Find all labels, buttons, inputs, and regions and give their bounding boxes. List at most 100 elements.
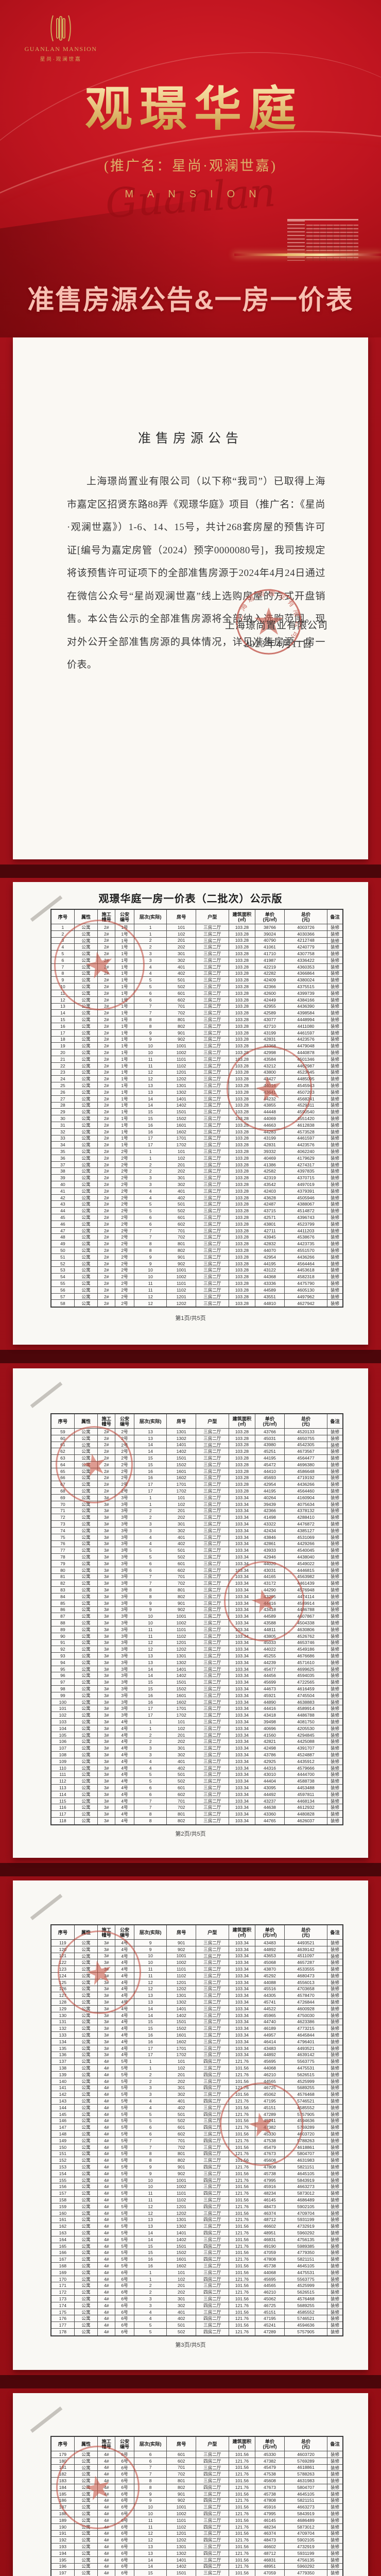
price-cell: 四房二厅 (196, 2190, 229, 2197)
price-cell: 2# (98, 1023, 116, 1030)
price-cell: 46725 (255, 2302, 285, 2309)
price-cell: 4号 (115, 1999, 134, 2006)
price-cell: 802 (167, 2484, 197, 2491)
price-cell: 1601 (167, 1122, 197, 1129)
price-cell: 5 (134, 2117, 167, 2125)
price-cell: 装修 (327, 1508, 342, 1515)
price-cell: 10 (134, 1043, 167, 1050)
price-cell: 5689255 (284, 2302, 328, 2309)
price-cell: 装修 (327, 2065, 342, 2072)
price-cell: 16 (134, 1122, 167, 1129)
price-cell: 48234 (255, 2190, 285, 2197)
price-cell: 4# (98, 2550, 116, 2557)
price-cell: 6号 (115, 2497, 134, 2504)
price-cell: 44957 (255, 2032, 285, 2039)
price-table: 序号 属性 施工 幢号 公安 编号 层次(实际) 房号 户型 建筑面积 (㎡) 单价 (元/㎡)… (50, 909, 343, 1308)
column-header: 层次(实际) (134, 910, 167, 924)
price-cell: 装修 (327, 1798, 342, 1805)
price-cell: 2号 (115, 1194, 134, 1201)
price-cell: 公寓 (74, 957, 98, 964)
price-cell: 66 (51, 1475, 75, 1482)
price-cell: 公寓 (74, 1633, 98, 1640)
price-cell: 15 (134, 2249, 167, 2257)
price-cell: 装修 (327, 1122, 342, 1129)
price-cell: 4# (98, 2137, 116, 2144)
price-cell: 三房二厅 (196, 2197, 229, 2204)
price-cell: 4 (134, 1188, 167, 1195)
price-cell: 3 (134, 2296, 167, 2302)
price-cell: 7 (134, 1798, 167, 1805)
price-cell: 175 (51, 2309, 75, 2316)
price-cell: 192 (51, 2537, 75, 2544)
gold-light-streak (234, 253, 381, 256)
price-cell: 四房二厅 (196, 2071, 229, 2078)
price-cell: 三房二厅 (196, 1442, 229, 1449)
price-cell: 103.34 (229, 1606, 256, 1614)
price-cell: 16 (134, 2263, 167, 2269)
price-cell: 4444700 (284, 1771, 328, 1778)
price-cell: 5号 (115, 2124, 134, 2131)
price-cell: 5931199 (284, 2550, 328, 2557)
price-cell: 4# (98, 2315, 116, 2323)
price-cell: 四房二厅 (196, 2276, 229, 2283)
announcement-page: 准售房源公告 上海璟尚置业有限公司（以下称“我司”）已取得上海市嘉定区招贤东路8… (13, 337, 368, 859)
price-cell: 三房二厅 (196, 1069, 229, 1076)
price-cell: 121.76 (229, 2137, 256, 2144)
price-cell: 3# (98, 1600, 116, 1607)
price-row: 57 公寓 2# 2号 12 1201 三房二厅 103.28 43551 4497962 装修 (51, 1293, 342, 1300)
price-cell: 公寓 (74, 1613, 98, 1620)
price-cell: 17 (134, 1705, 167, 1713)
price-row: 111 公寓 3# 4号 5 501 三房二厅 103.34 43010 4444700 装修 (51, 1771, 342, 1778)
price-cell: 装修 (327, 1999, 342, 2006)
price-cell: 96 (51, 1672, 75, 1680)
price-cell: 177 (51, 2322, 75, 2329)
price-cell: 1002 (167, 2511, 197, 2517)
price-cell: 103.34 (229, 1798, 256, 1805)
price-cell: 公寓 (74, 1765, 98, 1772)
price-cell: 46189 (255, 2025, 285, 2032)
price-cell: 6号 (115, 2484, 134, 2491)
price-cell: 三房二厅 (196, 957, 229, 964)
price-cell: 17 (134, 1712, 167, 1719)
price-row: 92 公寓 3# 3号 12 1202 三房二厅 103.34 44022 4549186 装修 (51, 1646, 342, 1653)
price-cell: 47289 (255, 2329, 285, 2335)
price-cell: 1602 (167, 1128, 197, 1136)
price-cell: 1301 (167, 1429, 197, 1435)
price-cell: 108 (51, 1752, 75, 1758)
price-cell: 502 (167, 984, 197, 990)
price-cell: 17 (134, 2052, 167, 2059)
price-cell: 902 (167, 1606, 197, 1614)
price-cell: 4703658 (284, 1986, 328, 1993)
price-row: 121 公寓 3# 4号 10 1001 三房二厅 103.34 43653 4511097 装修 (51, 1953, 342, 1960)
price-cell: 14 (134, 1102, 167, 1109)
price-cell: 44020 (255, 1560, 285, 1567)
price-cell: 3号 (115, 1600, 134, 1607)
price-cell: 103.34 (229, 1540, 256, 1548)
price-cell: 121.76 (229, 2315, 256, 2323)
price-cell: 103.34 (229, 1986, 256, 1993)
price-cell: 5960292 (284, 2563, 328, 2570)
price-cell: 302 (167, 2091, 197, 2098)
price-row: 184 公寓 4# 6号 8 802 四房二厅 121.76 47673 5804707 装修 (51, 2484, 342, 2491)
price-cell: 101.56 (229, 2249, 256, 2257)
price-cell: 46831 (255, 2236, 285, 2243)
price-table-page-2: 序号 属性 施工 幢号 公安 编号 层次(实际) 房号 户型 建筑面积 (㎡) 单价 (元/㎡)… (13, 1368, 368, 1858)
price-cell: 16 (134, 2038, 167, 2045)
price-cell: 3 (134, 951, 167, 957)
price-row: 140 公寓 4# 5号 2 202 三房二厅 101.56 44565 4525999 装修 (51, 2078, 342, 2085)
price-cell: 13 (134, 1992, 167, 1999)
announcement-title: 准售房源公告 (137, 432, 243, 446)
price-row: 2 公寓 2# 1号 1 102 三房二厅 103.28 39024 4030366 装修 (51, 930, 342, 938)
price-cell: 191 (51, 2530, 75, 2537)
price-cell: 装修 (327, 1752, 342, 1758)
price-cell: 45062 (255, 2091, 285, 2098)
column-header: 公安 编号 (115, 910, 134, 924)
price-cell: 3号 (115, 1679, 134, 1686)
price-cell: 3号 (115, 1534, 134, 1541)
price-cell: 8 (134, 2484, 167, 2491)
price-cell: 2# (98, 970, 116, 977)
price-cell: 158 (51, 2197, 75, 2204)
price-cell: 4号 (115, 1771, 134, 1778)
price-row: 5 公寓 2# 1号 3 301 三房二厅 103.28 41710 4307758 装修 (51, 951, 342, 957)
price-row: 17 公寓 2# 1号 9 901 三房二厅 103.28 43199 4461597 装修 (51, 1029, 342, 1037)
